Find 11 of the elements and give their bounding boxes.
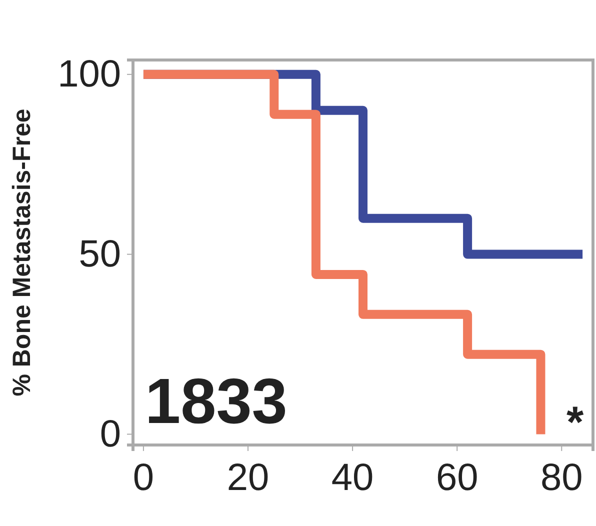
x-tick-label: 0 [132,456,154,499]
x-tick-label: 40 [331,456,374,499]
annotation: * [566,398,584,447]
x-tick-label: 80 [540,456,583,499]
y-tick-label: 50 [78,233,121,276]
annotation: 1833 [145,365,288,437]
x-tick-label: 20 [226,456,270,499]
x-tick-label: 60 [436,456,478,499]
y-tick-label: 100 [58,54,121,96]
y-tick-label: 0 [100,413,121,456]
y-axis-title: % Bone Metastasis-Free [8,108,36,396]
